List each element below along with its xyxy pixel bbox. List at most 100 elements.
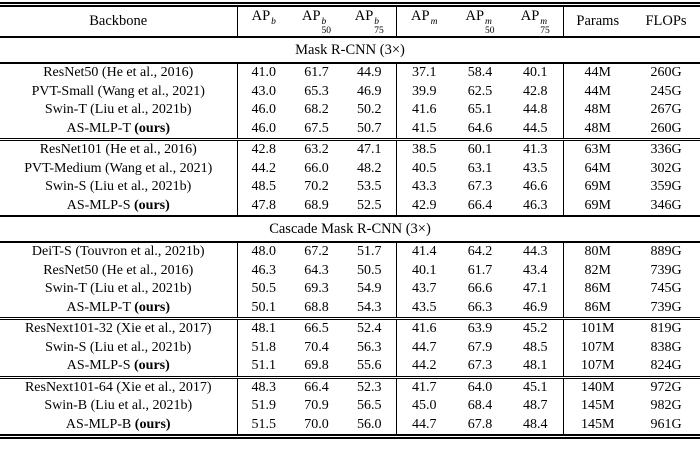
- cell-ap-b-50: 66.4: [290, 375, 343, 397]
- cell-ap-m-75: 48.1: [523, 358, 548, 374]
- table-row: Swin-S (Liu et al., 2021b) 48.5 70.2 53.5 43…: [0, 178, 700, 197]
- cell-ap-m-75: 44.8: [523, 102, 548, 118]
- cell-ap-m-75: 44.3: [523, 244, 548, 260]
- cell-ap-b-75: 54.9: [357, 281, 382, 297]
- col-header-params: Params: [562, 4, 632, 38]
- cell-flops: 245G: [650, 83, 682, 99]
- cell-flops: 359G: [650, 179, 682, 195]
- cell-ap-m-50: 67.9: [467, 339, 493, 355]
- cell-ap-m-50: 60.1: [452, 138, 508, 160]
- cell-params: 101M: [562, 317, 632, 339]
- cell-ap-m: 39.9: [395, 82, 452, 101]
- ours-label: (ours): [134, 416, 171, 432]
- cell-ap-m: 38.5: [395, 138, 452, 160]
- cell-ap-b-75: 56.5: [357, 398, 382, 414]
- cell-ap-b-50: 68.9: [304, 197, 329, 213]
- cell-flops: 336G: [632, 138, 700, 160]
- table-row: Swin-B (Liu et al., 2021b) 51.9 70.9 56.5 45…: [0, 397, 700, 416]
- cell-params: 48M: [562, 119, 632, 140]
- cell-ap-m: 41.6: [395, 317, 452, 339]
- cell-backbone: AS-MLP-T (ours): [66, 120, 171, 136]
- section-row: Mask R-CNN (3×): [0, 36, 700, 64]
- cell-ap-b-50: 67.5: [304, 120, 329, 136]
- cell-params: 80M: [562, 242, 632, 262]
- ap-b-75-label: AP b 75: [354, 8, 384, 36]
- cell-ap-m: 41.7: [395, 375, 452, 397]
- ours-label: (ours): [134, 358, 170, 374]
- cell-backbone: DeiT-S (Touvron et al., 2021b): [31, 244, 205, 260]
- ap-m-50-label: AP m 50: [465, 8, 495, 36]
- cell-ap-b-50: 70.0: [304, 416, 329, 432]
- cell-ap-b-75: 56.3: [357, 339, 382, 355]
- table-row: PVT-Small (Wang et al., 2021) 43.0 65.3 46.…: [0, 82, 700, 101]
- table-row: PVT-Medium (Wang et al., 2021) 44.2 66.0 48…: [0, 159, 700, 178]
- cell-params: 145M: [562, 415, 632, 437]
- cell-ap-b-50: 64.3: [304, 262, 329, 278]
- cell-ap-m-50: 64.0: [452, 375, 508, 397]
- cell-flops: 838G: [650, 339, 682, 355]
- cell-backbone: Swin-T (Liu et al., 2021b): [44, 102, 192, 118]
- col-header-ap-m: AP m: [395, 4, 452, 38]
- cell-ap-b-75: 50.5: [357, 262, 382, 278]
- cell-ap-b-75: 52.5: [357, 197, 382, 213]
- col-header-ap-b: AP b: [236, 4, 290, 38]
- cell-params: 44M: [562, 63, 632, 83]
- cell-flops: 267G: [650, 102, 682, 118]
- cell-params: 69M: [562, 196, 632, 216]
- cell-ap-b: 48.5: [236, 178, 290, 197]
- cell-ap-b-75: 48.2: [357, 160, 382, 176]
- cell-ap-b-50: 68.8: [304, 299, 329, 315]
- cell-ap-b: 48.0: [236, 242, 290, 262]
- cell-ap-m-75: 46.9: [523, 299, 548, 315]
- cell-ap-b: 51.1: [236, 357, 290, 377]
- section-title: Mask R-CNN (3×): [0, 36, 700, 64]
- cell-params: 69M: [562, 178, 632, 197]
- cell-ap-b-75: 50.7: [357, 120, 382, 136]
- cell-ap-b-75: 50.2: [357, 102, 382, 118]
- cell-flops: 739G: [650, 262, 682, 278]
- cell-ap-m: 45.0: [395, 397, 452, 416]
- cell-backbone: AS-MLP-T (ours): [66, 299, 171, 315]
- cell-backbone: PVT-Medium (Wang et al., 2021): [24, 160, 213, 176]
- col-header-ap-b-50: AP b 50: [290, 4, 343, 38]
- cell-ap-m: 43.5: [395, 298, 452, 319]
- cell-ap-b-50: 61.7: [304, 65, 329, 81]
- section-row: Cascade Mask R-CNN (3×): [0, 215, 700, 243]
- cell-ap-b: 51.8: [236, 338, 290, 357]
- cell-ap-m-50: 66.3: [467, 299, 493, 315]
- table-row: ResNext101-64 (Xie et al., 2017) 48.3 66.4…: [0, 375, 700, 397]
- cell-ap-m-75: 41.3: [508, 138, 563, 160]
- ap-m-label: AP m: [411, 8, 438, 27]
- cell-flops: 260G: [650, 65, 682, 81]
- table-row: AS-MLP-S (ours) 47.8 68.9 52.5 42.9 66.4 46.3 6…: [0, 196, 700, 216]
- cell-ap-m-50: 58.4: [467, 65, 493, 81]
- cell-backbone: AS-MLP-S (ours): [66, 197, 170, 213]
- table-row: AS-MLP-T (ours) 46.0 67.5 50.7 41.5 64.6 44.5 4…: [0, 119, 700, 140]
- cell-ap-b: 42.8: [236, 138, 290, 160]
- table-row: DeiT-S (Touvron et al., 2021b) 48.0 67.2 51…: [0, 242, 700, 262]
- cell-flops: 745G: [650, 281, 682, 297]
- cell-params: 64M: [562, 159, 632, 178]
- cell-ap-b: 44.2: [236, 159, 290, 178]
- cell-ap-m-50: 66.6: [467, 281, 493, 297]
- table-row: ResNext101-32 (Xie et al., 2017) 48.1 66.5…: [0, 317, 700, 339]
- cell-ap-m: 44.7: [395, 415, 452, 437]
- cell-ap-m: 44.2: [395, 357, 452, 377]
- cell-ap-b: 50.5: [236, 280, 290, 299]
- cell-backbone: AS-MLP-B (ours): [65, 416, 171, 432]
- cell-ap-m-75: 48.4: [523, 416, 548, 432]
- cell-ap-m-50: 61.7: [467, 262, 493, 278]
- cell-ap-b-50: 67.2: [304, 244, 329, 260]
- cell-flops: 302G: [650, 160, 682, 176]
- cell-ap-m-50: 66.4: [467, 197, 493, 213]
- cell-ap-m-75: 46.6: [523, 179, 548, 195]
- cell-ap-b-50: 69.8: [304, 358, 329, 374]
- cell-ap-m-50: 68.4: [467, 398, 493, 414]
- cell-ap-m-75: 47.1: [523, 281, 548, 297]
- cell-ap-m-50: 63.9: [452, 317, 508, 339]
- cell-params: 63M: [562, 138, 632, 160]
- table-row: AS-MLP-T (ours) 50.1 68.8 54.3 43.5 66.3 46.9 8…: [0, 298, 700, 319]
- cell-backbone: ResNet50 (He et al., 2016): [43, 262, 194, 278]
- cell-ap-b-50: 70.4: [304, 339, 329, 355]
